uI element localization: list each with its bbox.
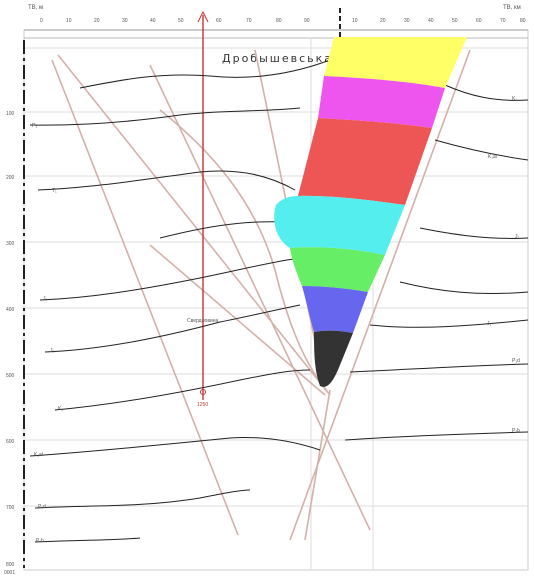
horizon-label: K₁ — [512, 96, 517, 102]
depth-tick: 700 — [6, 505, 15, 511]
top-tick: 30 — [122, 18, 128, 24]
top-tick: 40 — [428, 18, 434, 24]
depth-tick: 600 — [6, 439, 15, 445]
horizon-line — [29, 107, 301, 126]
layer-red — [298, 118, 432, 205]
horizon-label: J₁ — [487, 321, 492, 327]
top-tick: 50 — [452, 18, 458, 24]
horizon-label: J₂ — [515, 234, 520, 240]
horizon-line — [434, 139, 529, 161]
horizon-label: K₁ — [58, 406, 63, 412]
horizon-line — [34, 537, 141, 543]
top-tick: 20 — [94, 18, 100, 24]
section-title: Дробышевська — [222, 52, 333, 65]
fault-line — [289, 49, 471, 541]
top-tick: 60 — [476, 18, 482, 24]
bottom-axis-label: 0001 — [4, 570, 15, 576]
horizon-label: J₁ — [43, 296, 48, 302]
horizon-line — [419, 227, 529, 239]
horizon-line — [399, 281, 529, 295]
horizon-label: T₁ — [52, 188, 57, 194]
fault-line — [149, 64, 371, 531]
layer-green — [290, 247, 385, 292]
top-tick: 80 — [276, 18, 282, 24]
top-tick: 50 — [178, 18, 184, 24]
horizon-label: P₁b — [512, 428, 520, 434]
depth-tick: 400 — [6, 307, 15, 313]
layer-magenta — [318, 76, 445, 128]
horizon-label: K₁al — [488, 154, 497, 160]
horizon-line — [79, 59, 331, 89]
top-tick: 30 — [404, 18, 410, 24]
fault-line — [149, 244, 326, 396]
horizon-line — [54, 369, 311, 411]
horizon-line — [444, 84, 529, 101]
horizon-label: K₁al — [34, 452, 43, 458]
top-tick: 90 — [304, 18, 310, 24]
horizon-labels-left: P₁ T₁ J₁ J₂ K₁ K₁al P₁d P₁b — [32, 123, 63, 544]
top-tick: 0 — [40, 18, 43, 24]
top-tick: 60 — [216, 18, 222, 24]
layer-black — [314, 330, 353, 387]
horizon-labels-right: K₁ K₁al J₂ J₁ P₁d P₁b — [487, 96, 520, 434]
fault-line — [51, 59, 239, 536]
horizon-line — [369, 319, 529, 328]
top-tick: 80 — [520, 18, 526, 24]
horizon-label: P₁b — [36, 538, 44, 544]
top-scale-left-label: ТВ, м — [28, 5, 43, 11]
horizon-line — [29, 437, 321, 457]
horizon-line — [159, 221, 286, 239]
top-tick: 10 — [352, 18, 358, 24]
horizon-line — [44, 304, 301, 353]
horizon-line — [39, 257, 301, 301]
layer-blue — [302, 286, 368, 333]
well-id: 1250 — [197, 402, 208, 408]
section-frame — [23, 29, 529, 571]
fault-line — [57, 54, 331, 396]
top-tick: 10 — [66, 18, 72, 24]
top-scale-right-label: ТВ, км — [503, 5, 521, 11]
depth-tick: 200 — [6, 175, 15, 181]
horizon-line — [34, 489, 251, 509]
salt-dome — [274, 37, 467, 387]
layer-cyan — [274, 195, 405, 255]
horizon-line — [344, 431, 529, 441]
horizons — [29, 59, 529, 543]
depth-tick: 800 — [6, 562, 15, 568]
well: 1250 Свердловина — [187, 10, 219, 408]
horizon-line — [349, 363, 529, 373]
depth-tick: 300 — [6, 241, 15, 247]
top-tick: 40 — [150, 18, 156, 24]
fault-line — [304, 389, 331, 541]
top-tick: 70 — [246, 18, 252, 24]
depth-tick: 100 — [6, 111, 15, 117]
horizon-label: P₁ — [32, 123, 37, 129]
horizon-line — [37, 170, 296, 191]
top-tick: 70 — [500, 18, 506, 24]
layer-yellow — [324, 37, 467, 88]
horizon-label: J₂ — [50, 348, 55, 354]
well-label: Свердловина — [187, 318, 219, 324]
top-tick: 20 — [380, 18, 386, 24]
depth-tick: 500 — [6, 373, 15, 379]
depth-axis: 100 200 300 400 500 600 700 800 — [6, 40, 25, 568]
horizon-label: P₁d — [512, 358, 520, 364]
horizon-label: P₁d — [38, 504, 46, 510]
